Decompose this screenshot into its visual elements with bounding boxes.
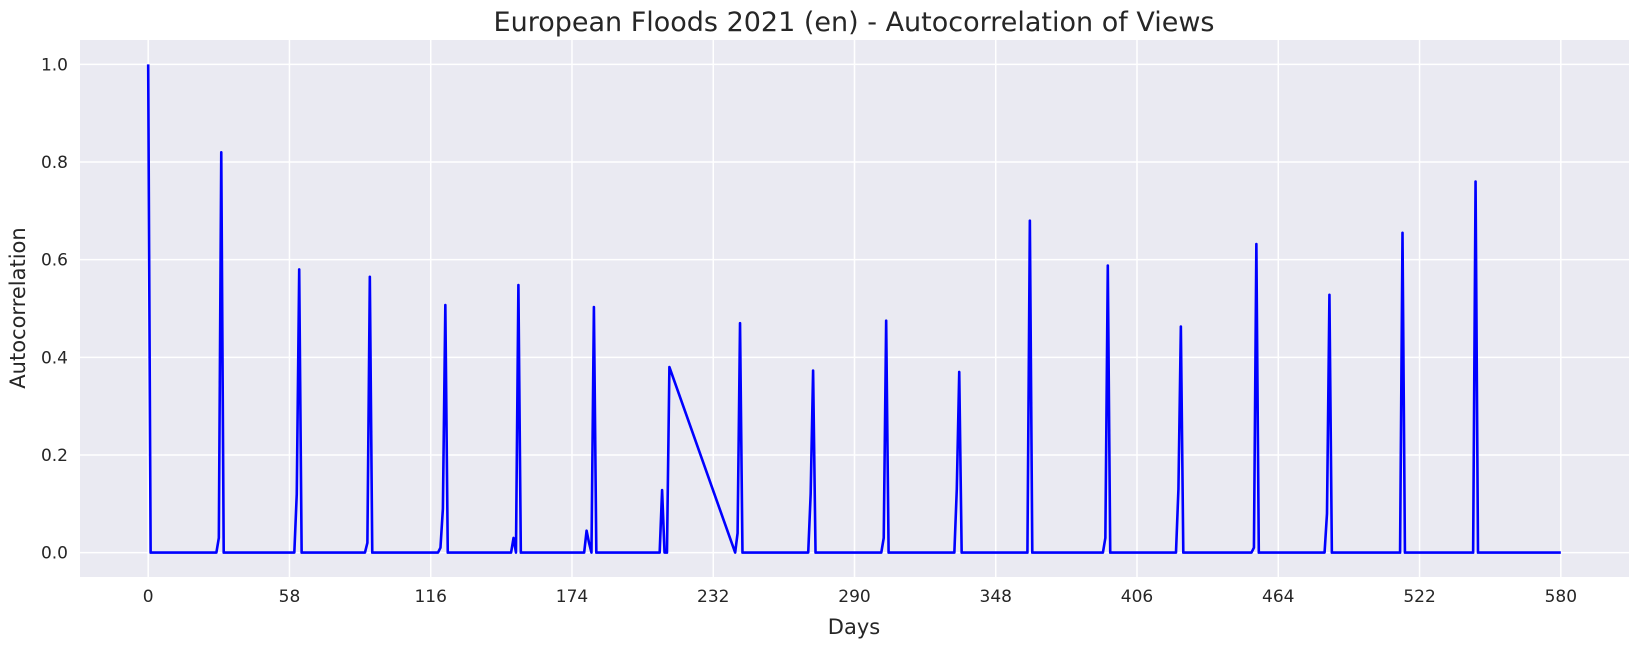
y-tick-label: 1.0 — [41, 55, 68, 75]
chart-title: European Floods 2021 (en) - Autocorrelat… — [494, 7, 1215, 38]
y-tick-label: 0.0 — [41, 544, 68, 564]
x-tick-label: 464 — [1262, 587, 1294, 607]
x-tick-label: 116 — [414, 587, 446, 607]
x-tick-label: 0 — [143, 587, 154, 607]
y-axis-label: Autocorrelation — [6, 227, 30, 388]
gridlines — [80, 40, 1629, 577]
x-tick-label: 232 — [697, 587, 729, 607]
y-tick-label: 0.2 — [41, 446, 68, 466]
x-tick-label: 290 — [838, 587, 870, 607]
x-tick-label: 348 — [980, 587, 1012, 607]
y-tick-label: 0.6 — [41, 251, 68, 271]
x-axis-label: Days — [828, 615, 880, 639]
x-tick-label: 580 — [1545, 587, 1577, 607]
x-tick-label: 522 — [1403, 587, 1435, 607]
series-line — [146, 64, 1561, 554]
tick-labels: 0 58 116 174 232 290 348 406 464 522 580 0.0 0.2 0.4 0… — [41, 55, 1577, 607]
y-tick-label: 0.4 — [41, 348, 68, 368]
y-tick-label: 0.8 — [41, 153, 68, 173]
series — [146, 64, 1561, 554]
x-tick-label: 58 — [279, 587, 301, 607]
x-tick-label: 174 — [556, 587, 588, 607]
x-tick-label: 406 — [1121, 587, 1153, 607]
